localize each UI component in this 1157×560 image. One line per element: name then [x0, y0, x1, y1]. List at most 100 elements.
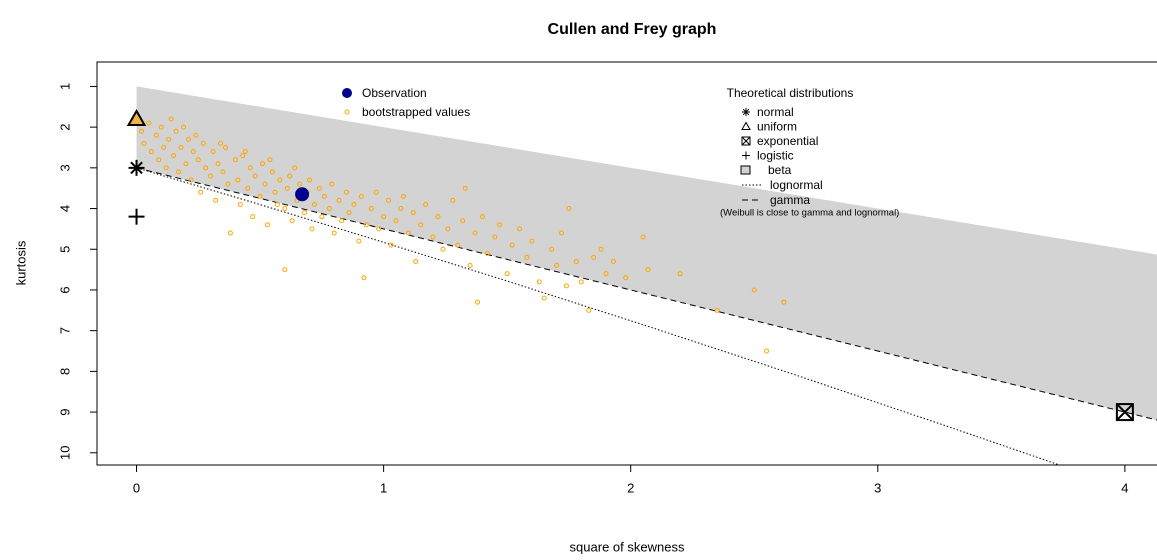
bootstrap-point — [185, 136, 191, 142]
bootstrap-point — [235, 177, 241, 183]
legend-label: logistic — [757, 149, 794, 163]
marker-stroke — [741, 136, 751, 146]
bootstrap-point — [180, 124, 186, 130]
bootstrap-point — [393, 218, 399, 224]
bootstrap-point — [329, 181, 335, 187]
bootstrap-point — [368, 206, 374, 212]
bootstrap-point — [138, 128, 144, 134]
bootstrap-point — [445, 226, 451, 232]
bootstrap-point — [171, 153, 177, 159]
bootstrap-point — [336, 197, 342, 203]
bootstrap-point — [220, 169, 226, 175]
bootstrap-point — [358, 193, 364, 199]
bootstrap-point — [344, 189, 350, 195]
bootstrap-point — [250, 214, 256, 220]
bootstrap-point — [240, 153, 246, 159]
marker-triangle — [741, 121, 751, 130]
bootstrap-point — [176, 169, 182, 175]
bootstrap-point — [418, 222, 424, 228]
bootstrap-point — [781, 299, 787, 305]
bootstrap-point — [166, 136, 172, 142]
bootstrap-point — [610, 258, 616, 264]
bootstrap-point — [405, 230, 411, 236]
x-tick-label: 3 — [874, 480, 881, 495]
bootstrap-point — [316, 185, 322, 191]
bootstrap-point — [210, 149, 216, 155]
bootstrap-point — [541, 295, 547, 301]
bootstrap-point — [381, 214, 387, 220]
y-axis-label: kurtosis — [13, 240, 28, 285]
bootstrap-point — [497, 222, 503, 228]
bootstrap-point — [623, 275, 629, 281]
legend-label: lognormal — [770, 178, 823, 192]
bootstrap-point — [467, 263, 473, 269]
marker-stroke — [741, 136, 751, 146]
overlay: 0 1 2 3 4 1 2 3 4 5 6 7 8 9 10 Observation bootstrapped … — [57, 61, 1157, 495]
bootstrap-point — [148, 149, 154, 155]
bootstrap-point — [566, 206, 572, 212]
marker-asterisk — [128, 159, 145, 176]
y-tick-label: 1 — [57, 83, 72, 90]
bootstrap-point — [252, 173, 258, 179]
bootstrap-point — [200, 140, 206, 146]
marker-stroke — [742, 108, 750, 116]
bootstrap-point — [326, 206, 332, 212]
bootstrap-point — [257, 193, 263, 199]
bootstrap-point — [198, 189, 204, 195]
marker-boxed-x — [1115, 403, 1134, 422]
bootstrap-point — [188, 177, 194, 183]
legend-symbol — [344, 109, 350, 115]
bootstrap-point — [559, 230, 565, 236]
bootstrap-point — [645, 267, 651, 273]
legend-label: bootstrapped values — [362, 105, 470, 119]
bootstrap-point — [173, 128, 179, 134]
bootstrap-point — [218, 140, 224, 146]
legend-label: Observation — [362, 86, 427, 100]
bootstrap-point — [677, 271, 683, 277]
bootstrap-point — [376, 226, 382, 232]
bootstrap-point — [272, 189, 278, 195]
bootstrap-point — [573, 258, 579, 264]
bootstrap-point — [423, 201, 429, 207]
bootstrap-point — [297, 181, 303, 187]
marker-stroke — [126, 108, 147, 126]
beta-region — [136, 86, 1157, 421]
y-tick-label: 10 — [57, 446, 72, 460]
y-tick-label: 4 — [57, 205, 72, 212]
bootstrap-point — [435, 214, 441, 220]
bootstrap-point — [751, 287, 757, 293]
bootstrap-point — [373, 189, 379, 195]
bootstrap-point — [161, 144, 167, 150]
bootstrap-point — [183, 161, 189, 167]
bootstrap-point — [346, 210, 352, 216]
bootstrap-point — [282, 267, 288, 273]
bootstrap-point — [410, 210, 416, 216]
bootstrap-point — [289, 218, 295, 224]
bootstrap-point — [215, 161, 221, 167]
legend-label: uniform — [757, 120, 797, 134]
bootstrap-point — [225, 181, 231, 187]
bootstrap-point — [363, 222, 369, 228]
observation-point — [295, 187, 310, 202]
legend-symbol — [740, 165, 751, 175]
bootstrap-point — [529, 238, 535, 244]
bootstrap-point — [351, 201, 357, 207]
x-tick-label: 0 — [133, 480, 140, 495]
bootstrap-point — [475, 299, 481, 305]
marker-plus — [128, 208, 145, 225]
bootstrap-point — [578, 279, 584, 285]
y-tick-label: 9 — [57, 408, 72, 415]
bootstrap-point — [413, 258, 419, 264]
bootstrap-point — [237, 201, 243, 207]
plot-frame — [96, 61, 1157, 466]
bootstrap-point — [292, 165, 298, 171]
bootstrap-point — [591, 254, 597, 260]
bootstrap-point — [319, 214, 325, 220]
bootstrap-point — [141, 140, 147, 146]
marker-boxed-x — [741, 136, 751, 146]
marker-stroke — [1115, 403, 1134, 422]
bootstrap-point — [178, 144, 184, 150]
bootstrap-point — [440, 246, 446, 252]
bootstrap-point — [492, 234, 498, 240]
